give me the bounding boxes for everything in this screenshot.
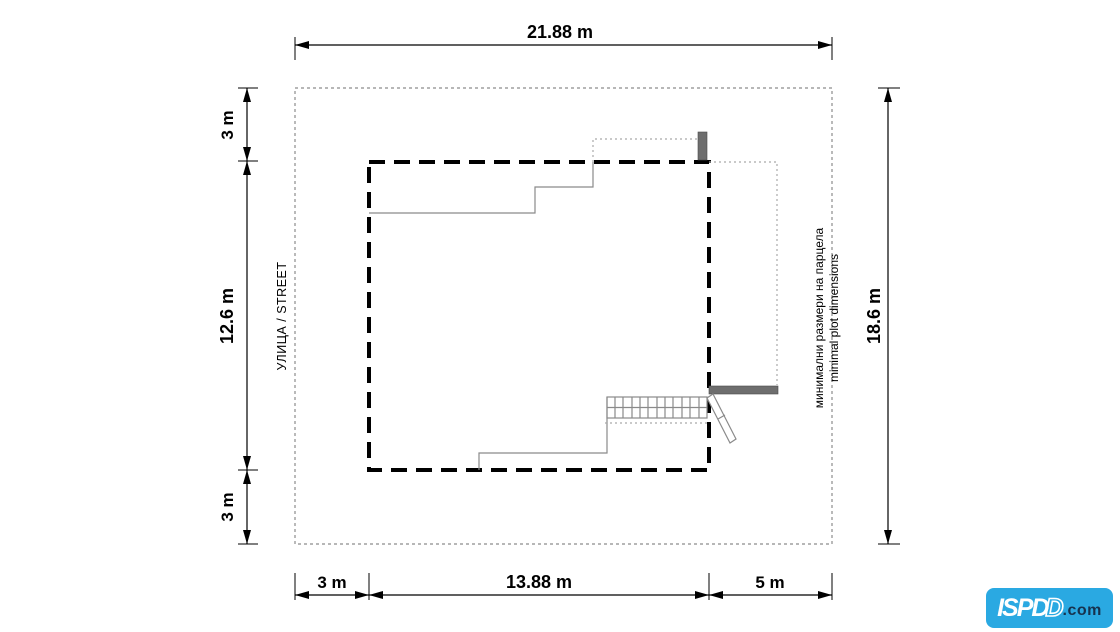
dim-label-bottom-right-offset: 5 m <box>755 573 784 592</box>
dimension-right: 18.6 m <box>864 87 900 545</box>
terrace-steps-grid <box>606 396 708 419</box>
street-label: УЛИЦА / STREET <box>275 261 289 370</box>
dimension-top: 21.88 m <box>294 22 833 60</box>
logo-outlined-letter: D <box>1045 593 1065 623</box>
roof-projection-dotted-right <box>709 161 778 385</box>
plot-note-english: minimal plot dimensions <box>827 254 841 382</box>
house-outline-bottom <box>478 397 608 470</box>
dim-label-left-depth: 12.6 m <box>217 288 237 344</box>
house-outline-top <box>369 162 594 214</box>
roof-projection-dotted-top <box>592 138 698 162</box>
dim-label-bottom-width: 13.88 m <box>506 572 572 592</box>
dim-label-left-bottom-offset: 3 m <box>218 492 237 521</box>
dim-label-left-top-offset: 3 m <box>218 110 237 139</box>
dim-label-total-width: 21.88 m <box>527 22 593 42</box>
logo-mark-text: ISPD <box>997 593 1049 622</box>
gate-leaf <box>706 393 737 444</box>
dimension-left: 3 m 12.6 m 3 m <box>217 87 258 545</box>
dim-label-bottom-left-offset: 3 m <box>317 573 346 592</box>
plot-note-bulgarian: минимални размери на парцела <box>812 227 826 408</box>
building-envelope-rect <box>367 160 711 472</box>
site-logo: ISPD D .com <box>986 588 1113 628</box>
pillar-top <box>697 131 708 161</box>
logo-domain-suffix: .com <box>1062 602 1102 619</box>
plot-boundary-rect <box>294 87 833 545</box>
dim-label-total-height: 18.6 m <box>864 288 884 344</box>
dimension-bottom: 3 m 13.88 m 5 m <box>294 572 833 600</box>
side-wall-bar <box>708 385 779 395</box>
